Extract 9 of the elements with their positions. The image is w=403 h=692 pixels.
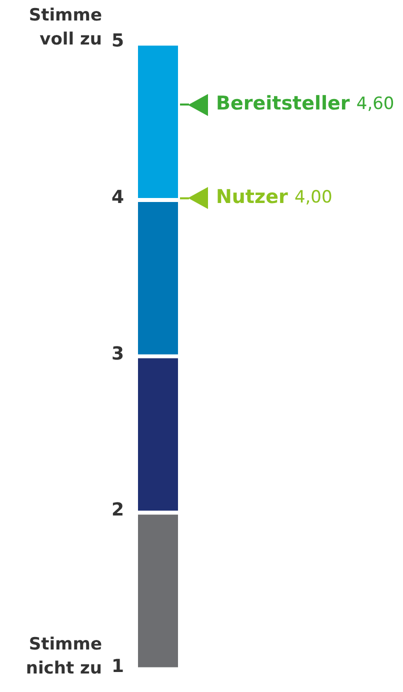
text: Stimme nicht zu [26, 634, 102, 679]
y-tick-label: 4 [111, 186, 124, 208]
y-tick-label: 5 [111, 30, 124, 52]
y-tick-label: 1 [111, 656, 124, 677]
y-tick-label: 3 [111, 343, 124, 364]
ref-line-label: Nutzer 4,00 [216, 186, 332, 208]
ref-line-label: Bereitsteller 4,60 [216, 92, 394, 114]
y-tick-label: 2 [111, 500, 124, 521]
text: Stimme voll zu [28, 5, 102, 50]
